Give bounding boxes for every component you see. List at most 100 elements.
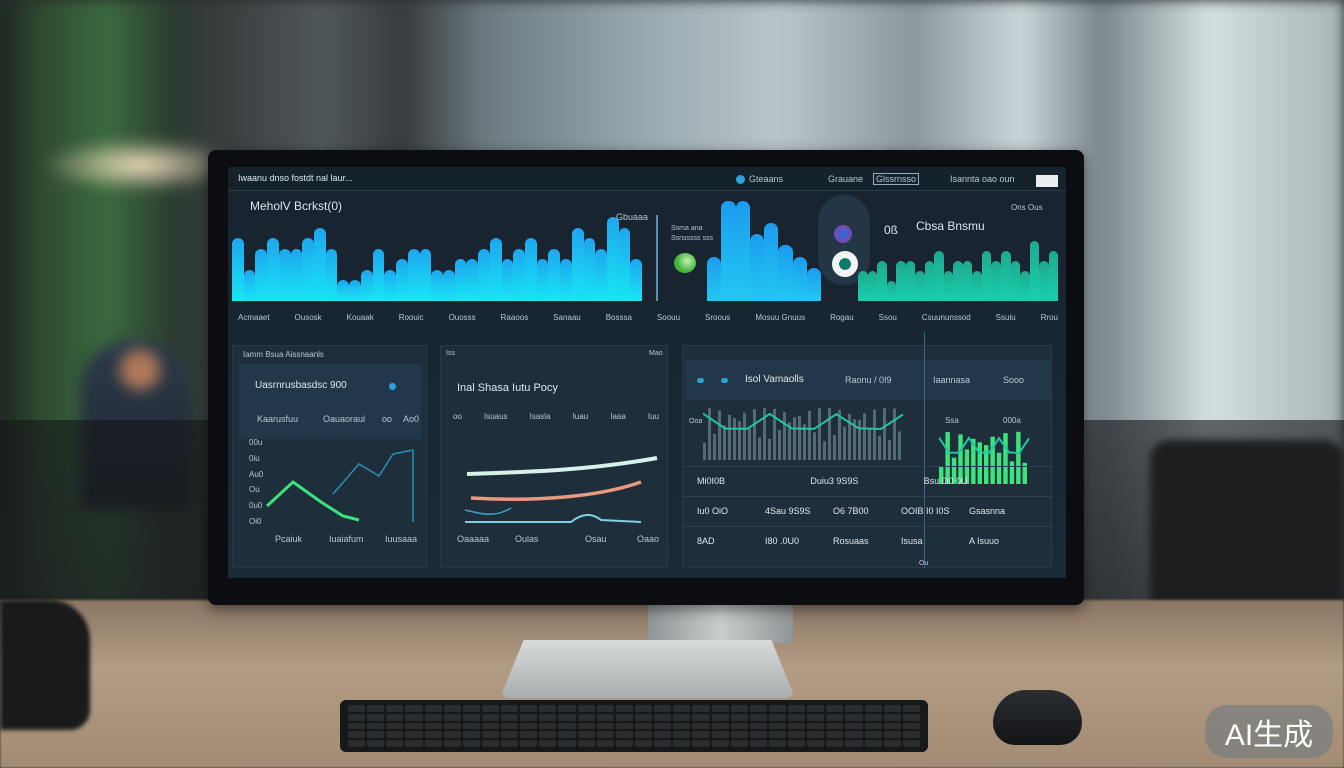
value-label: Cbsa Bnsmu bbox=[916, 219, 985, 233]
bar bbox=[583, 238, 596, 301]
bar bbox=[618, 227, 631, 301]
window-button[interactable] bbox=[1036, 175, 1058, 187]
bar bbox=[991, 261, 1001, 301]
combo-chart bbox=[703, 407, 904, 460]
dot-icon bbox=[697, 378, 704, 383]
bar bbox=[843, 426, 846, 460]
axis-labels: Acmaaet Ousosk Kouaak Roouic Ouosss Raaoos San… bbox=[238, 313, 1058, 325]
bar bbox=[996, 452, 1002, 484]
key bbox=[501, 713, 519, 721]
bar bbox=[951, 457, 957, 484]
key bbox=[348, 713, 366, 721]
key bbox=[692, 713, 710, 721]
key bbox=[692, 731, 710, 739]
header-item[interactable]: Grauane bbox=[828, 174, 864, 184]
key bbox=[654, 731, 672, 739]
key bbox=[902, 722, 920, 730]
label: 0u0 bbox=[249, 501, 263, 511]
label: Iuau bbox=[572, 412, 589, 421]
corner-label: Ons Ous bbox=[1011, 203, 1043, 212]
ai-generated-watermark: AI生成 bbox=[1205, 705, 1333, 758]
table-row: Mi0I0B Duiu3 9S9S Bsu 0i0 0U bbox=[683, 466, 1053, 496]
key bbox=[405, 705, 423, 712]
key bbox=[788, 731, 806, 739]
bar bbox=[419, 248, 432, 301]
label: 0iu bbox=[249, 453, 260, 463]
key bbox=[749, 731, 767, 739]
bar bbox=[713, 433, 716, 460]
key bbox=[367, 722, 385, 730]
key bbox=[348, 705, 366, 712]
key bbox=[558, 740, 576, 747]
key bbox=[845, 740, 863, 747]
bar bbox=[267, 238, 279, 301]
bar bbox=[878, 436, 881, 460]
key bbox=[883, 722, 901, 730]
label: Iuu bbox=[647, 412, 659, 421]
key bbox=[902, 713, 920, 721]
bar bbox=[524, 238, 537, 301]
bar bbox=[788, 422, 791, 460]
key bbox=[902, 740, 920, 747]
bar bbox=[513, 248, 525, 301]
side-note: Ssma ana bbox=[671, 225, 703, 232]
key bbox=[596, 731, 614, 739]
label: Soouu bbox=[656, 313, 681, 322]
key bbox=[367, 731, 385, 739]
bar bbox=[478, 248, 490, 301]
bar bbox=[981, 251, 992, 301]
key bbox=[386, 713, 404, 721]
stat: Oauaoraul bbox=[323, 414, 366, 424]
y-axis: 00u 0iu Au0 Ou 0u0 Oi0 bbox=[249, 438, 263, 526]
bar bbox=[858, 271, 868, 301]
bar bbox=[943, 271, 954, 301]
axis-label: Ssa bbox=[945, 416, 959, 425]
key bbox=[481, 705, 500, 712]
key bbox=[462, 740, 480, 747]
toggle-icon[interactable] bbox=[832, 251, 858, 277]
key bbox=[711, 740, 729, 747]
footer-label: Oulas bbox=[515, 534, 539, 544]
bar bbox=[372, 248, 385, 301]
bar bbox=[595, 248, 607, 301]
key bbox=[864, 722, 882, 730]
bar bbox=[748, 428, 751, 460]
header-item[interactable]: Glssrnsso bbox=[873, 173, 920, 185]
key bbox=[424, 731, 442, 739]
key bbox=[443, 722, 461, 730]
status-dot-icon bbox=[736, 175, 745, 184]
chair-left bbox=[0, 600, 90, 730]
key bbox=[864, 740, 882, 747]
key bbox=[501, 705, 519, 712]
table-row: Iu0 OiO 4Sau 9S9S O6 7B00 OOIB I0 I0S Gsasnn… bbox=[683, 496, 1053, 526]
chart-label: Gbuaaa bbox=[616, 212, 649, 222]
key bbox=[788, 713, 806, 721]
label: Raaoos bbox=[500, 313, 529, 322]
bar bbox=[813, 432, 816, 460]
key bbox=[424, 713, 442, 721]
table-cell: 4Sau 9S9S bbox=[765, 506, 811, 516]
header-item[interactable]: Isannta oao oun bbox=[950, 174, 1015, 184]
bar bbox=[1003, 433, 1008, 484]
key bbox=[730, 722, 748, 730]
key bbox=[654, 713, 672, 721]
bar bbox=[278, 248, 291, 301]
bar bbox=[1010, 261, 1021, 301]
toggle-panel bbox=[818, 195, 870, 285]
line-chart bbox=[265, 449, 414, 522]
label: Ousosk bbox=[294, 313, 322, 322]
label: Ou bbox=[249, 485, 260, 495]
key bbox=[367, 713, 385, 721]
axis-label: 000a bbox=[1003, 416, 1021, 425]
key bbox=[615, 713, 633, 721]
bar bbox=[848, 413, 851, 460]
key bbox=[443, 731, 461, 739]
header-status[interactable]: Gteaans bbox=[749, 174, 784, 184]
bar bbox=[971, 438, 976, 484]
key bbox=[673, 705, 691, 712]
key bbox=[348, 731, 366, 739]
bar bbox=[630, 259, 643, 301]
bar bbox=[888, 440, 891, 460]
avatar-icon[interactable] bbox=[834, 225, 852, 243]
bar bbox=[939, 466, 944, 484]
